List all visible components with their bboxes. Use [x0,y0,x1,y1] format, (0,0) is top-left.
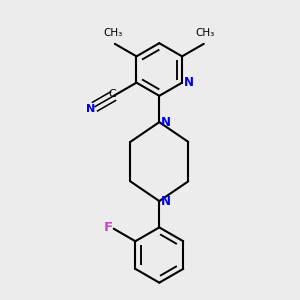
Text: N: N [184,76,194,89]
Text: CH₃: CH₃ [104,28,123,38]
Text: C: C [108,89,116,99]
Text: F: F [103,221,113,234]
Text: N: N [161,116,171,129]
Text: N: N [86,104,95,115]
Text: CH₃: CH₃ [196,28,215,38]
Text: N: N [161,195,171,208]
